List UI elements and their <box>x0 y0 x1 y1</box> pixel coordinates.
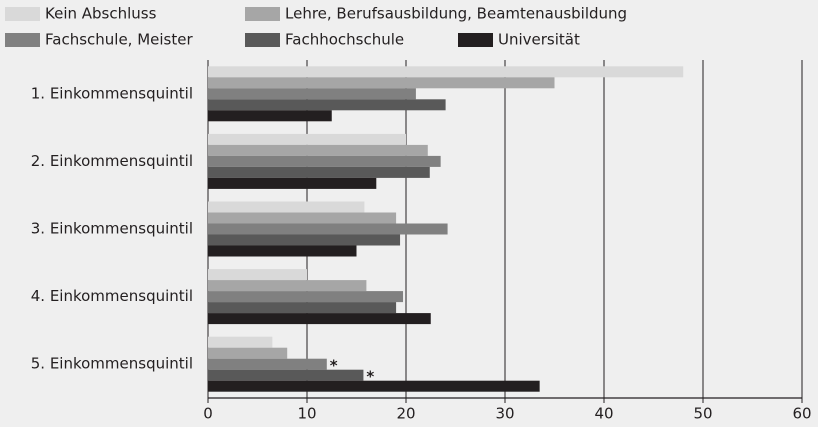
x-tick-label: 30 <box>495 405 514 423</box>
bar <box>208 234 401 246</box>
bar <box>208 144 428 156</box>
bar <box>208 223 448 235</box>
bar <box>208 245 357 257</box>
legend-label: Fachhochschule <box>285 31 404 49</box>
y-tick-label: 3. Einkommensquintil <box>31 220 193 238</box>
bar <box>208 269 307 281</box>
x-tick-label: 50 <box>693 405 712 423</box>
legend-label: Kein Abschluss <box>45 5 157 23</box>
x-tick-label: 60 <box>792 405 811 423</box>
bar <box>208 201 365 213</box>
legend-swatch <box>245 33 280 47</box>
legend-swatch <box>5 33 40 47</box>
y-tick-label: 4. Einkommensquintil <box>31 287 193 305</box>
bar <box>208 166 430 178</box>
legend-swatch <box>245 7 280 21</box>
bar <box>208 336 273 348</box>
legend-label: Universität <box>498 31 580 49</box>
legend-swatch <box>5 7 40 21</box>
bar <box>208 88 416 100</box>
bar <box>208 369 364 381</box>
y-tick-label: 1. Einkommensquintil <box>31 84 193 102</box>
bar <box>208 291 404 303</box>
x-tick-label: 20 <box>396 405 415 423</box>
y-tick-label: 5. Einkommensquintil <box>31 355 193 373</box>
bar <box>208 313 431 325</box>
annotation: * <box>330 357 338 375</box>
bar <box>208 212 397 224</box>
legend-label: Fachschule, Meister <box>45 31 193 49</box>
bar <box>208 280 367 292</box>
x-tick-label: 10 <box>297 405 316 423</box>
bar <box>208 177 377 189</box>
bar <box>208 302 397 314</box>
bar <box>208 77 555 89</box>
y-tick-label: 2. Einkommensquintil <box>31 152 193 170</box>
bar <box>208 380 540 392</box>
bar <box>208 66 684 78</box>
x-tick-label: 0 <box>203 405 213 423</box>
bar <box>208 358 327 370</box>
legend-label: Lehre, Berufsausbildung, Beamtenausbildu… <box>285 5 627 23</box>
bar <box>208 155 441 167</box>
bar <box>208 133 406 145</box>
bar <box>208 110 332 122</box>
bar <box>208 347 288 359</box>
annotation: * <box>366 368 374 386</box>
x-tick-label: 40 <box>594 405 613 423</box>
legend-swatch <box>458 33 493 47</box>
bar <box>208 99 446 111</box>
